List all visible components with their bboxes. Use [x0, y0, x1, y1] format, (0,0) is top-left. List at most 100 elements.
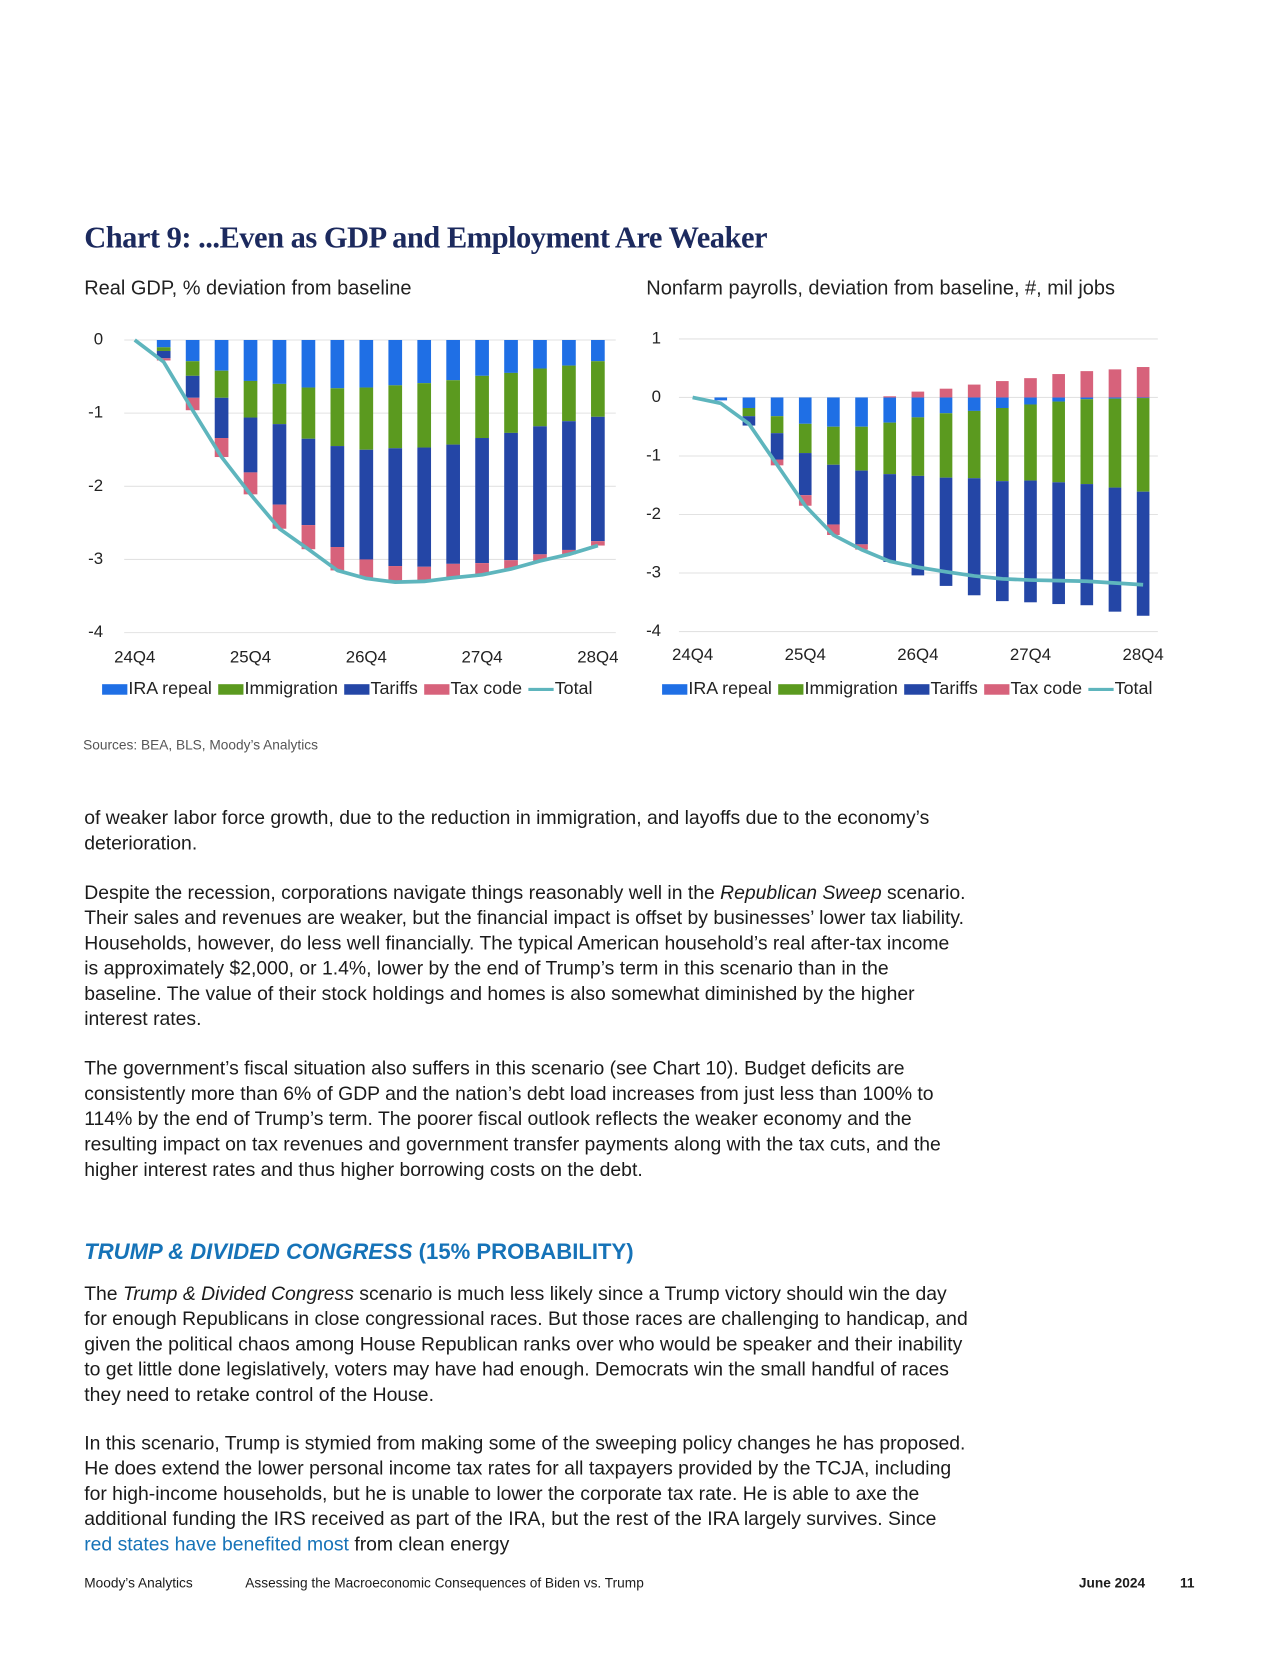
bar-segment	[446, 444, 460, 564]
bar-segment	[359, 339, 374, 388]
bar-segment	[388, 566, 403, 583]
page-number: 11	[1179, 1574, 1195, 1591]
bar-segment	[214, 339, 229, 371]
bar-segment	[1052, 401, 1065, 483]
legend-label: Tariffs	[931, 678, 978, 698]
bar-segment	[1136, 491, 1150, 616]
source-note: Sources: BEA, BLS, Moody’s Analytics	[83, 736, 318, 753]
bar-segment	[446, 380, 460, 445]
footer-publisher: Moody’s Analytics	[84, 1574, 193, 1591]
bar-segment	[742, 407, 756, 417]
x-tick-label: 25Q4	[785, 645, 826, 664]
bar-segment	[770, 397, 784, 417]
bar-segment	[742, 397, 756, 408]
legend-swatch	[662, 684, 688, 695]
bar-segment	[1108, 369, 1122, 398]
bar-segment	[1080, 484, 1094, 606]
text-run: Despite the recession, corporations navi…	[84, 881, 721, 904]
bar-segment	[591, 361, 605, 417]
bar-segment	[475, 339, 489, 376]
chart-title: Nonfarm payrolls, deviation from baselin…	[646, 278, 1115, 300]
legend-swatch	[778, 684, 804, 695]
bar-segment	[533, 339, 547, 369]
bar-segment	[798, 495, 812, 506]
legend-label: IRA repeal	[688, 678, 771, 698]
bar-segment	[475, 438, 489, 564]
bar-segment	[1024, 480, 1037, 603]
bar-segment	[417, 566, 432, 582]
x-tick-label: 26Q4	[897, 645, 938, 664]
bar-segment	[272, 339, 287, 384]
footer-report: Assessing the Macroeconomic Consequences…	[245, 1574, 644, 1591]
x-tick-label: 25Q4	[230, 647, 271, 666]
section-heading: TRUMP & DIVIDED CONGRESS (15% PROBABILIT…	[84, 1240, 1031, 1265]
bar-segment	[1136, 367, 1150, 398]
bar-segment	[911, 475, 925, 576]
bar-segment	[883, 396, 897, 398]
bar-segment	[967, 410, 981, 479]
total-line	[692, 395, 1144, 587]
bar-segment	[855, 544, 868, 550]
bar-segment	[504, 372, 518, 433]
paragraph: The government’s fiscal situation also s…	[84, 1056, 968, 1182]
bar-segment	[504, 339, 518, 373]
bar-segment	[185, 375, 200, 398]
bar-segment	[562, 339, 576, 366]
bar-segment	[504, 560, 518, 569]
bar-segment	[359, 449, 374, 560]
bar-segment	[388, 448, 403, 567]
bar-segment	[156, 350, 171, 359]
bar-segment	[1080, 371, 1094, 398]
paragraph: The Trump & Divided Congress scenario is…	[84, 1281, 968, 1407]
bar-segment	[272, 383, 287, 425]
total-line	[133, 338, 599, 584]
bar-segment	[1136, 397, 1150, 399]
x-tick-label: 24Q4	[672, 645, 713, 664]
legend-label: IRA repeal	[128, 678, 211, 698]
text-run: from clean energy	[348, 1532, 510, 1555]
bar-segment	[714, 397, 728, 401]
bar-segment	[591, 416, 605, 542]
bar-segment	[156, 339, 171, 348]
link[interactable]: red states have benefited most	[84, 1532, 349, 1555]
bar-segment	[330, 446, 345, 548]
bar-segment	[562, 549, 576, 555]
legend-swatch	[102, 684, 128, 695]
bar-segment	[301, 387, 316, 439]
bar-segment	[562, 421, 576, 550]
bar-segment	[883, 474, 897, 562]
bar-segment	[417, 383, 432, 448]
bar-segment	[1108, 487, 1122, 612]
bar-segment	[185, 339, 200, 362]
bar-segment	[214, 370, 229, 398]
bar-segment	[883, 422, 897, 475]
x-tick-label: 28Q4	[1123, 645, 1164, 664]
bar-segment	[243, 339, 258, 381]
bar-segment	[1024, 378, 1037, 398]
bar-segment	[996, 407, 1009, 482]
bar-segment	[939, 413, 953, 478]
text-run: Trump & Divided Congress	[122, 1282, 354, 1305]
x-tick-label: 27Q4	[462, 647, 503, 666]
bar-segment	[330, 388, 345, 447]
bar-segment	[996, 481, 1009, 602]
bar-segment	[939, 388, 953, 398]
y-tick-label: -4	[88, 622, 103, 641]
legend-label: Tax code	[1010, 678, 1082, 698]
x-tick-label: 24Q4	[114, 647, 155, 666]
text-run: of weaker labor force growth, due to the…	[84, 806, 930, 854]
bar-segment	[591, 541, 605, 546]
bar-segment	[996, 381, 1009, 398]
footer-date: June 2024	[1078, 1574, 1146, 1591]
bar-segment	[533, 554, 547, 561]
text-run: The	[84, 1282, 123, 1305]
bar-segment	[156, 347, 171, 351]
bar-segment	[562, 365, 576, 422]
bar-segment	[185, 361, 200, 376]
text-run: In this scenario, Trump is stymied from …	[84, 1431, 966, 1530]
legend-label: Immigration	[804, 678, 897, 698]
bar-segment	[827, 524, 840, 535]
bar-segment	[827, 397, 840, 427]
bar-segment	[1080, 397, 1094, 400]
